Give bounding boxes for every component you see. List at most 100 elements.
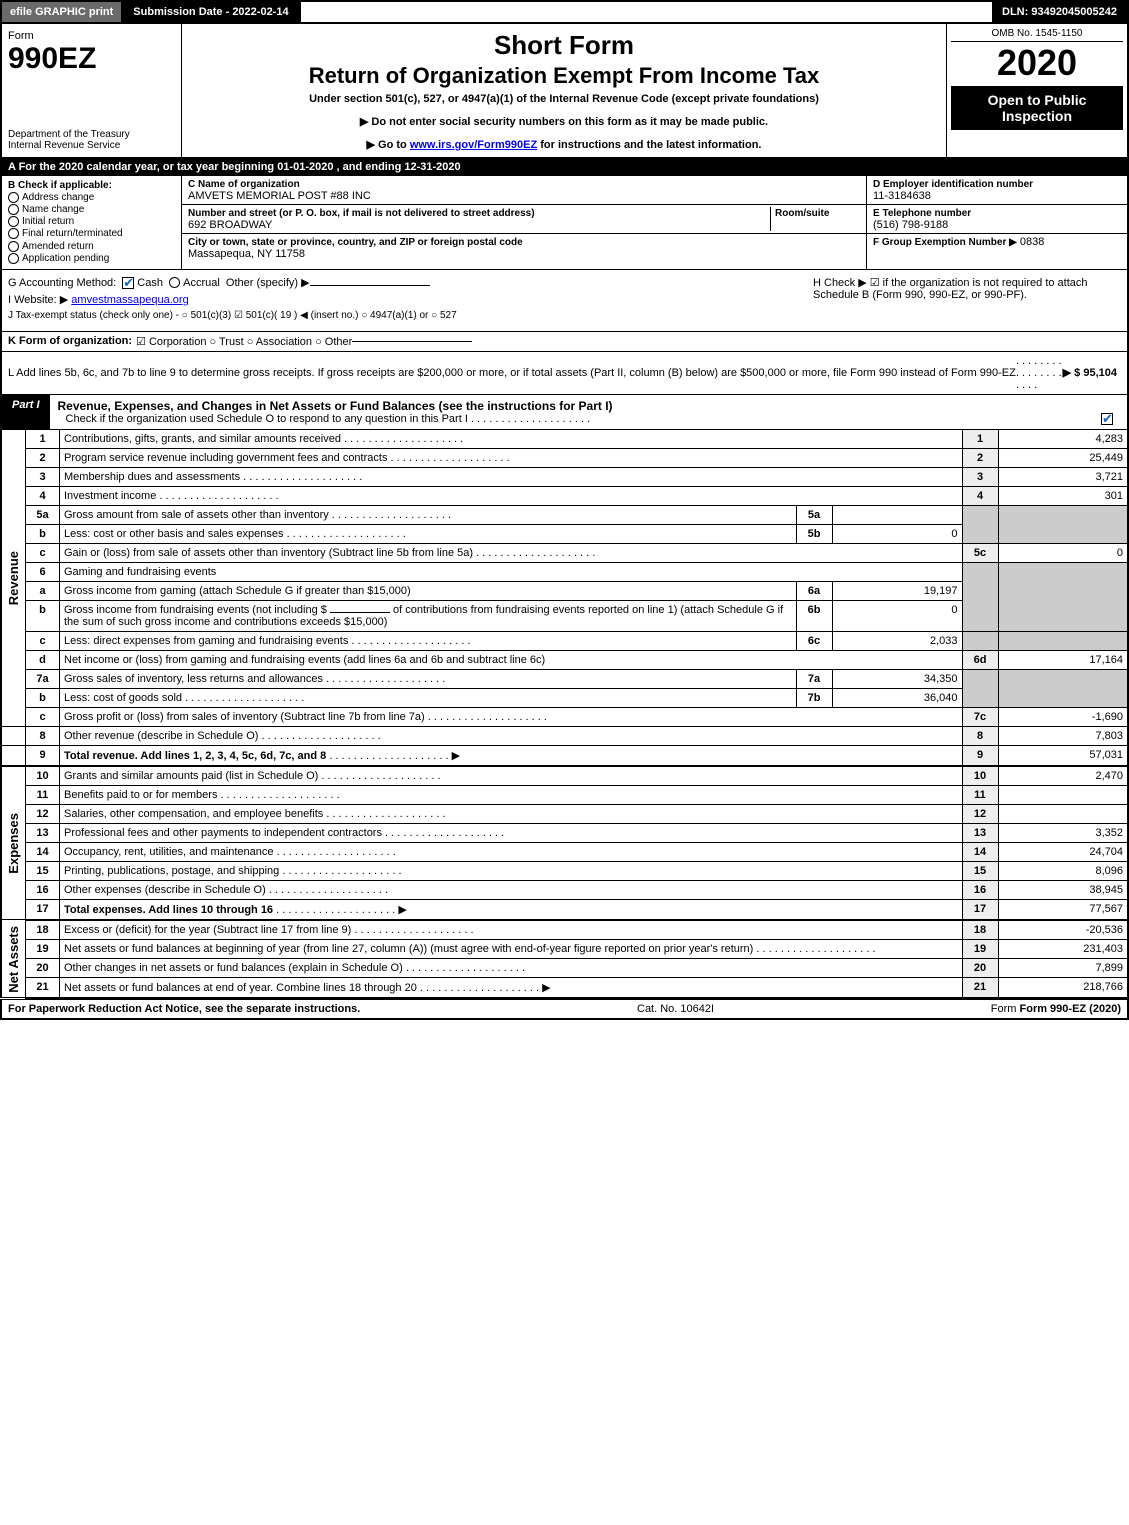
submission-date: Submission Date - 2022-02-14: [123, 2, 300, 22]
website-link[interactable]: amvestmassapequa.org: [71, 294, 188, 306]
revenue-table: Revenue 1 Contributions, gifts, grants, …: [0, 430, 1129, 999]
check-application-pending[interactable]: Application pending: [8, 253, 175, 264]
check-accrual[interactable]: [169, 277, 180, 288]
j-label: J Tax-exempt status: [8, 310, 97, 321]
return-title: Return of Organization Exempt From Incom…: [188, 63, 940, 89]
org-city-block: City or town, state or province, country…: [182, 234, 866, 262]
tel-value: (516) 798-9188: [873, 219, 948, 231]
line-20: 20 Other changes in net assets or fund b…: [1, 958, 1128, 977]
org-name-label: C Name of organization: [188, 179, 300, 190]
line-7a: 7a Gross sales of inventory, less return…: [1, 669, 1128, 688]
line-14: 14 Occupancy, rent, utilities, and maint…: [1, 842, 1128, 861]
line-16: 16 Other expenses (describe in Schedule …: [1, 880, 1128, 899]
j-opts: ○ 501(c)(3) ☑ 501(c)( 19 ) ◀ (insert no.…: [182, 310, 457, 321]
row-a-tax-year: A For the 2020 calendar year, or tax yea…: [0, 159, 1129, 176]
group-exemption-block: F Group Exemption Number ▶ 0838: [867, 234, 1127, 250]
line-6b: b Gross income from fundraising events (…: [1, 600, 1128, 631]
department-label: Department of the Treasury Internal Reve…: [8, 129, 175, 151]
check-final-return[interactable]: Final return/terminated: [8, 228, 175, 239]
6b-contrib-field[interactable]: [330, 612, 390, 613]
opt-accrual: Accrual: [183, 277, 220, 289]
line-7c: c Gross profit or (loss) from sales of i…: [1, 707, 1128, 726]
tax-year: 2020: [951, 42, 1123, 84]
line-12: 12 Salaries, other compensation, and emp…: [1, 804, 1128, 823]
efile-label[interactable]: efile GRAPHIC print: [2, 2, 123, 22]
irs-link[interactable]: www.irs.gov/Form990EZ: [410, 139, 537, 151]
ln1-rtno: 1: [962, 430, 998, 449]
line-15: 15 Printing, publications, postage, and …: [1, 861, 1128, 880]
shade-5ab: [962, 505, 998, 543]
tel-block: E Telephone number (516) 798-9188: [867, 205, 1127, 234]
short-form-title: Short Form: [188, 30, 940, 61]
line-10: Expenses 10 Grants and similar amounts p…: [1, 766, 1128, 786]
check-address-change[interactable]: Address change: [8, 192, 175, 203]
footer-right: Form Form 990-EZ (2020): [991, 1003, 1121, 1015]
ln1-val: 4,283: [998, 430, 1128, 449]
other-specify-field[interactable]: [310, 285, 430, 286]
addr-label: Number and street (or P. O. box, if mail…: [188, 208, 535, 219]
col-d-ein-tel: D Employer identification number 11-3184…: [867, 176, 1127, 269]
addr-value: 692 BROADWAY: [188, 219, 272, 231]
line-5a: 5a Gross amount from sale of assets othe…: [1, 505, 1128, 524]
row-k-form-of-org: K Form of organization: ☑ Corporation ○ …: [0, 332, 1129, 352]
line-6a: a Gross income from gaming (attach Sched…: [1, 581, 1128, 600]
col-b-checkboxes: B Check if applicable: Address change Na…: [2, 176, 182, 269]
line-4: 4 Investment income 4 301: [1, 486, 1128, 505]
instr2-pre: ▶ Go to: [367, 139, 410, 151]
ein-block: D Employer identification number 11-3184…: [867, 176, 1127, 205]
line-6c: c Less: direct expenses from gaming and …: [1, 631, 1128, 650]
footer-left: For Paperwork Reduction Act Notice, see …: [8, 1003, 360, 1015]
part1-check[interactable]: [1101, 413, 1113, 425]
side-revenue: Revenue: [1, 430, 26, 727]
k-other-field[interactable]: [352, 341, 472, 342]
ein-label: D Employer identification number: [873, 179, 1033, 190]
city-value: Massapequa, NY 11758: [188, 248, 305, 260]
check-initial-return[interactable]: Initial return: [8, 216, 175, 227]
header-left: Form 990EZ Department of the Treasury In…: [2, 24, 182, 157]
part1-header: Part I Revenue, Expenses, and Changes in…: [0, 395, 1129, 430]
row-l-gross-receipts: L Add lines 5b, 6c, and 7b to line 9 to …: [0, 352, 1129, 395]
line-5c: c Gain or (loss) from sale of assets oth…: [1, 543, 1128, 562]
line-6: 6 Gaming and fundraising events: [1, 562, 1128, 581]
omb-number: OMB No. 1545-1150: [951, 28, 1123, 42]
part1-title-text: Revenue, Expenses, and Changes in Net As…: [58, 399, 613, 413]
row-g-h-left: G Accounting Method: Cash Accrual Other …: [2, 270, 807, 331]
instruction-2: ▶ Go to www.irs.gov/Form990EZ for instru…: [188, 138, 940, 151]
g-label: G Accounting Method:: [8, 277, 116, 289]
col-b-header: B Check if applicable:: [8, 180, 175, 191]
instruction-1: ▶ Do not enter social security numbers o…: [188, 115, 940, 128]
ein-value: 11-3184638: [873, 190, 931, 202]
dln-label: DLN: 93492045005242: [992, 2, 1127, 22]
line-21: 21 Net assets or fund balances at end of…: [1, 977, 1128, 998]
opt-cash: Cash: [137, 277, 163, 289]
grp-value: 0838: [1020, 236, 1044, 248]
h-text: H Check ▶ ☑ if the organization is not r…: [813, 277, 1088, 301]
grp-label: F Group Exemption Number ▶: [873, 237, 1017, 248]
check-name-change[interactable]: Name change: [8, 204, 175, 215]
col-c-org-info: C Name of organization AMVETS MEMORIAL P…: [182, 176, 867, 269]
room-label: Room/suite: [775, 208, 829, 219]
row-g-h: G Accounting Method: Cash Accrual Other …: [0, 270, 1129, 332]
topbar-spacer: [301, 2, 992, 22]
line-6d: d Net income or (loss) from gaming and f…: [1, 650, 1128, 669]
form-word: Form: [8, 30, 175, 42]
line-17: 17 Total expenses. Add lines 10 through …: [1, 899, 1128, 920]
ln1-no: 1: [26, 430, 60, 449]
part1-label: Part I: [2, 395, 50, 429]
open-to-public: Open to Public Inspection: [951, 86, 1123, 130]
line-3: 3 Membership dues and assessments 3 3,72…: [1, 467, 1128, 486]
part1-dots: [471, 413, 590, 425]
line-19: 19 Net assets or fund balances at beginn…: [1, 939, 1128, 958]
line-18: Net Assets 18 Excess or (deficit) for th…: [1, 920, 1128, 940]
l-text: L Add lines 5b, 6c, and 7b to line 9 to …: [8, 367, 1016, 379]
ln1-desc: Contributions, gifts, grants, and simila…: [60, 430, 963, 449]
part1-sub-text: Check if the organization used Schedule …: [66, 413, 468, 425]
k-label: K Form of organization:: [8, 335, 132, 347]
row-h-check: H Check ▶ ☑ if the organization is not r…: [807, 270, 1127, 331]
line-9: 9 Total revenue. Add lines 1, 2, 3, 4, 5…: [1, 745, 1128, 766]
check-cash[interactable]: [122, 277, 134, 289]
check-amended-return[interactable]: Amended return: [8, 241, 175, 252]
org-name-block: C Name of organization AMVETS MEMORIAL P…: [182, 176, 866, 205]
row-g-accounting: G Accounting Method: Cash Accrual Other …: [8, 276, 801, 289]
line-2: 2 Program service revenue including gove…: [1, 448, 1128, 467]
